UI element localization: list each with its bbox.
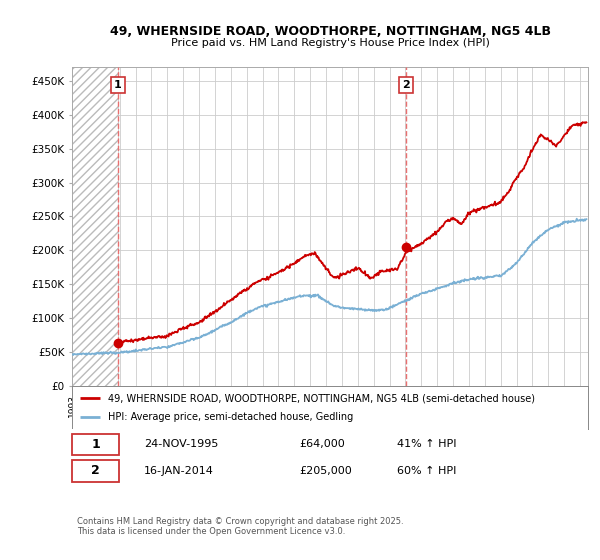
Text: 1: 1 [114, 80, 122, 90]
Text: HPI: Average price, semi-detached house, Gedling: HPI: Average price, semi-detached house,… [108, 412, 353, 422]
Text: 49, WHERNSIDE ROAD, WOODTHORPE, NOTTINGHAM, NG5 4LB (semi-detached house): 49, WHERNSIDE ROAD, WOODTHORPE, NOTTINGH… [108, 393, 535, 403]
Text: Price paid vs. HM Land Registry's House Price Index (HPI): Price paid vs. HM Land Registry's House … [170, 38, 490, 48]
Text: 2: 2 [91, 464, 100, 477]
FancyBboxPatch shape [72, 433, 119, 455]
Text: £205,000: £205,000 [299, 466, 352, 475]
Text: 60% ↑ HPI: 60% ↑ HPI [397, 466, 457, 475]
Bar [72, 67, 118, 386]
Text: £64,000: £64,000 [299, 440, 345, 449]
Text: 1: 1 [91, 438, 100, 451]
Text: 49, WHERNSIDE ROAD, WOODTHORPE, NOTTINGHAM, NG5 4LB: 49, WHERNSIDE ROAD, WOODTHORPE, NOTTINGH… [110, 25, 551, 38]
FancyBboxPatch shape [72, 460, 119, 482]
Text: 16-JAN-2014: 16-JAN-2014 [144, 466, 214, 475]
Text: 2: 2 [402, 80, 410, 90]
Text: 41% ↑ HPI: 41% ↑ HPI [397, 440, 457, 449]
Text: Contains HM Land Registry data © Crown copyright and database right 2025.
This d: Contains HM Land Registry data © Crown c… [77, 516, 404, 536]
Text: 24-NOV-1995: 24-NOV-1995 [144, 440, 218, 449]
